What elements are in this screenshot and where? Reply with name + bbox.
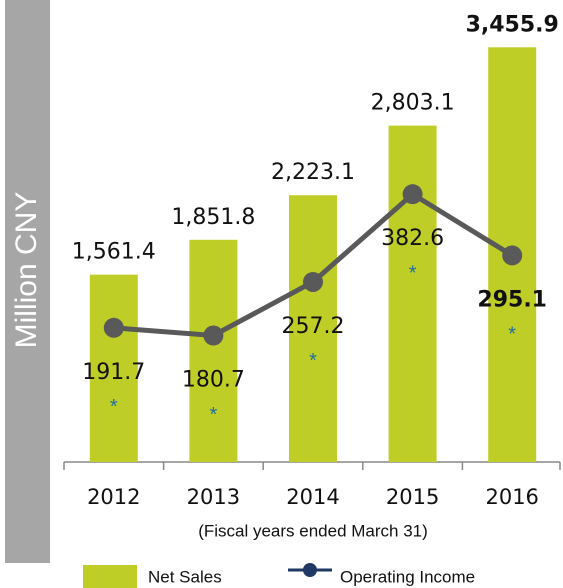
value-note: * xyxy=(110,396,118,418)
line-value-label: 180.7 xyxy=(182,368,245,393)
x-tick-label: 2013 xyxy=(187,485,240,509)
bar xyxy=(388,125,437,463)
legend-swatch xyxy=(83,565,137,588)
line-point xyxy=(203,325,224,346)
bar-value-label: 1,561.4 xyxy=(72,240,156,265)
legend-label: Operating Income xyxy=(340,567,475,586)
x-tick-label: 2014 xyxy=(286,485,339,509)
axis-band xyxy=(5,0,50,563)
line-value-label: 382.6 xyxy=(381,226,444,251)
line-point xyxy=(103,317,124,338)
line-point xyxy=(402,184,423,205)
line-point xyxy=(303,271,323,292)
bar-value-label: 2,803.1 xyxy=(371,91,455,116)
x-tick-label: 2012 xyxy=(87,485,140,509)
x-tick-label: 2016 xyxy=(485,485,538,509)
line-value-label: 295.1 xyxy=(477,287,547,312)
value-note: * xyxy=(508,324,516,346)
x-tick-label: 2015 xyxy=(386,485,439,509)
x-axis-label: (Fiscal years ended March 31) xyxy=(198,521,428,540)
bar-value-label: 2,223.1 xyxy=(271,160,355,185)
legend-label: Net Sales xyxy=(148,567,222,586)
value-note: * xyxy=(409,262,417,284)
legend-marker xyxy=(303,563,317,577)
bar xyxy=(189,239,238,462)
bar-value-label: 3,455.9 xyxy=(466,12,559,37)
y-axis-label: Million CNY xyxy=(10,192,43,349)
line-point xyxy=(502,245,523,266)
bar xyxy=(289,195,337,462)
line-value-label: 191.7 xyxy=(82,360,145,385)
line-value-label: 257.2 xyxy=(282,314,345,339)
value-note: * xyxy=(309,350,317,372)
bar xyxy=(89,274,138,462)
value-note: * xyxy=(210,404,218,426)
bar-value-label: 1,851.8 xyxy=(171,205,255,230)
